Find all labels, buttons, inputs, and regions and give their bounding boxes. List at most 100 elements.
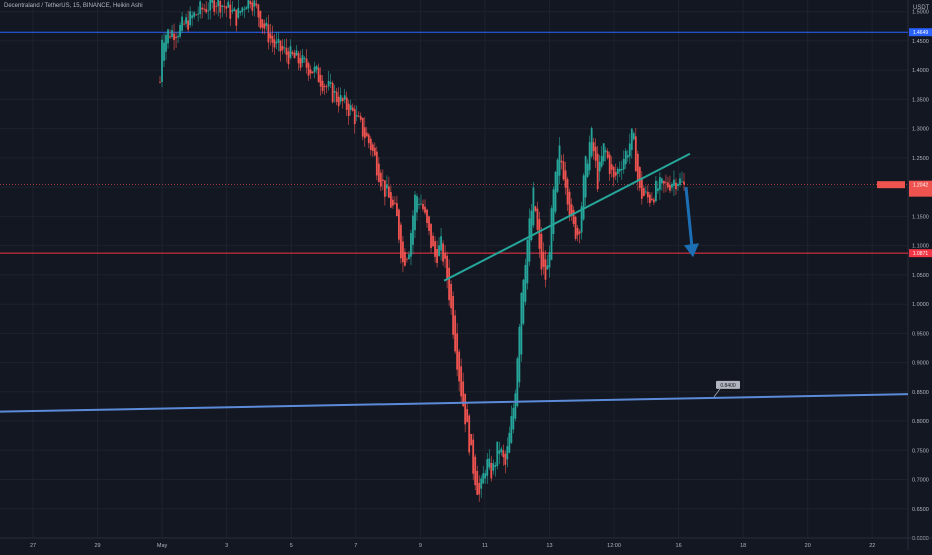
candle-body	[299, 58, 302, 68]
candle-body	[197, 13, 200, 15]
candle-body	[646, 191, 649, 198]
price-tick-label: 0.9000	[912, 361, 929, 367]
time-tick-label: 13	[546, 543, 552, 549]
candle-body	[343, 95, 346, 100]
candle-body	[277, 38, 280, 43]
candle-body	[606, 151, 609, 158]
candle-body	[458, 351, 461, 382]
candle-body	[434, 241, 436, 257]
candle-body	[518, 326, 521, 383]
candle-body	[281, 46, 284, 51]
projection-arrow-head[interactable]	[684, 243, 699, 258]
candle-body	[462, 381, 465, 407]
price-tick-label: 0.8500	[912, 390, 929, 396]
candle-body	[478, 482, 481, 495]
candle-body	[159, 81, 161, 83]
candle-body	[482, 473, 485, 484]
candle-body	[263, 23, 266, 29]
candle-body	[221, 5, 224, 7]
candle-body	[657, 188, 659, 191]
candle-body	[492, 463, 495, 471]
candle-body	[400, 224, 402, 259]
candle-body	[229, 4, 232, 19]
candle-body	[319, 74, 322, 87]
candle-body	[321, 80, 324, 92]
candle-body	[169, 36, 171, 38]
candle-body	[618, 168, 621, 172]
candle-body	[265, 22, 268, 27]
candle-body	[402, 241, 404, 263]
time-tick-label: 3	[225, 543, 228, 549]
candle-body	[327, 80, 330, 87]
price-tick-label: 1.3500	[912, 97, 929, 103]
candle-body	[486, 459, 489, 476]
time-tick-label: 7	[354, 543, 357, 549]
candle-body	[279, 40, 282, 52]
time-tick-label: 11	[482, 543, 488, 549]
candle-body	[512, 407, 515, 430]
candle-body	[293, 52, 296, 59]
candle-body	[165, 35, 167, 52]
candle-body	[215, 6, 218, 7]
candle-body	[307, 63, 310, 76]
candle-body	[323, 85, 326, 88]
candle-body	[590, 128, 593, 157]
candle-body	[436, 248, 438, 264]
candle-body	[624, 150, 627, 165]
candle-body	[632, 133, 635, 140]
candle-body	[416, 196, 418, 213]
candle-body	[432, 235, 434, 247]
candle-body	[468, 415, 471, 453]
candle-body	[418, 204, 420, 205]
price-tick-label: 1.1500	[912, 214, 929, 220]
long-support-line[interactable]	[0, 393, 909, 413]
candle-body	[452, 296, 455, 335]
price-tick-label: 1.5000	[912, 10, 929, 16]
candle-body	[584, 156, 587, 198]
candle-body	[472, 439, 475, 474]
candle-body	[673, 179, 675, 186]
candle-body	[259, 10, 262, 28]
candle-body	[444, 252, 446, 259]
candle-body	[241, 7, 244, 12]
candle-body	[598, 161, 601, 172]
projection-arrow-shaft[interactable]	[684, 186, 694, 248]
candle-body	[365, 132, 368, 137]
candle-body	[508, 432, 511, 453]
candle-body	[273, 39, 276, 48]
candle-body	[181, 16, 183, 31]
candle-body	[548, 252, 551, 268]
long-support-callout-connector	[713, 388, 721, 398]
trendline[interactable]	[443, 152, 691, 282]
price-tick-label: 0.8000	[912, 419, 929, 425]
candle-body	[257, 4, 260, 18]
candle-body	[404, 251, 406, 266]
candle-body	[476, 470, 479, 495]
candle-body	[663, 180, 665, 184]
price-tick-label: 1.3000	[912, 127, 929, 133]
candle-body	[255, 3, 258, 6]
candle-body	[614, 172, 617, 176]
candle-body	[582, 175, 585, 220]
candle-body	[179, 24, 181, 37]
current-price-countdown-tag	[877, 181, 905, 189]
candle-body	[642, 188, 645, 197]
candle-body	[199, 1, 202, 15]
candle-body	[578, 231, 581, 234]
candle-body	[239, 11, 242, 13]
candle-body	[474, 456, 477, 486]
chart-legend-symbol[interactable]: Decentraland / TetherUS, 15, BINANCE, He…	[4, 3, 143, 9]
candle-body	[367, 134, 370, 144]
price-tick-label: 1.2500	[912, 156, 929, 162]
candle-body	[329, 82, 332, 84]
candle-body	[677, 183, 679, 186]
candle-body	[393, 202, 396, 204]
candle-body	[347, 103, 350, 117]
time-tick-label: 20	[805, 543, 811, 549]
time-tick-label: 12:00	[607, 543, 621, 549]
candle-body	[353, 109, 356, 125]
candle-body	[225, 6, 228, 9]
candle-body	[209, 0, 212, 11]
price-tick-label: 0.9500	[912, 331, 929, 337]
